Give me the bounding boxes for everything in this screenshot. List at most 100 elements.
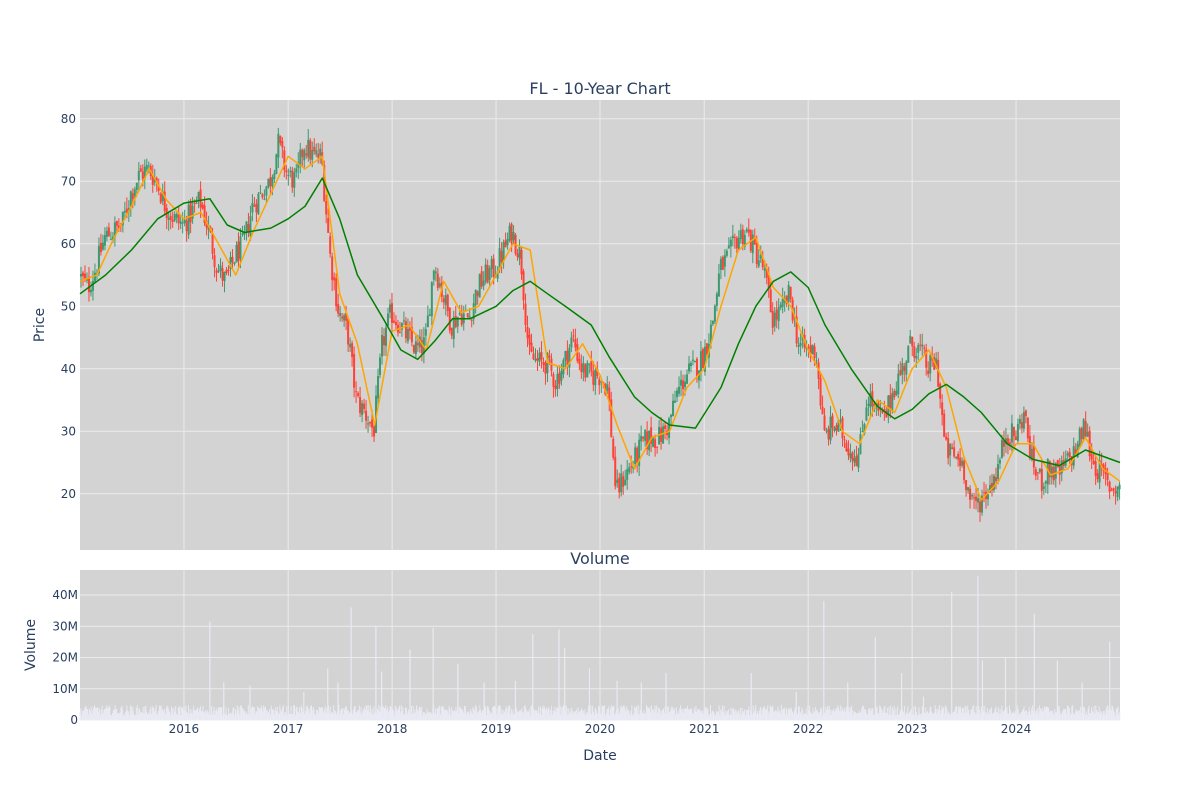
candle-body (1098, 460, 1101, 483)
candle-body (349, 343, 352, 348)
candle-body (891, 392, 894, 411)
candle-body (719, 259, 722, 270)
candle-body (79, 273, 82, 277)
candle-body (903, 366, 906, 371)
candle-body (113, 222, 116, 237)
candle-body (887, 395, 890, 416)
candle-body (767, 274, 770, 290)
candle-body (656, 446, 659, 448)
candle-body (327, 218, 330, 233)
candle-body (881, 410, 884, 413)
candle-body (540, 352, 543, 360)
candle-body (384, 327, 387, 346)
candle-body (1032, 445, 1035, 468)
candle-body (947, 438, 950, 459)
candle-body (1018, 419, 1021, 424)
candle-body (339, 313, 342, 316)
candle-body (117, 225, 120, 229)
candle-body (373, 426, 376, 437)
candle-body (739, 230, 742, 240)
candle-body (827, 428, 830, 440)
candle-body (1050, 466, 1053, 478)
candle-body (183, 219, 186, 224)
candle-body (400, 323, 403, 330)
candle-body (1102, 464, 1105, 471)
candle-body (580, 363, 583, 373)
candle-body (87, 276, 90, 293)
candle-body (913, 346, 916, 358)
candle-body (544, 362, 547, 374)
candle-body (965, 480, 968, 491)
price-y-tick-label: 60 (61, 237, 76, 251)
candle-body (596, 368, 599, 377)
candle-body (299, 149, 302, 166)
candle-body (743, 234, 746, 247)
candle-body (554, 385, 557, 389)
candle-body (169, 215, 172, 220)
candle-body (797, 344, 800, 347)
candle-body (753, 237, 756, 245)
candle-body (1090, 454, 1093, 460)
candle-body (1026, 417, 1029, 439)
candle-body (815, 360, 818, 362)
candle-body (534, 358, 537, 361)
candle-body (863, 424, 866, 434)
candle-body (957, 454, 960, 460)
candle-body (1012, 426, 1015, 437)
candle-body (622, 476, 625, 487)
candle-body (251, 203, 254, 213)
candle-body (799, 342, 802, 347)
candle-body (781, 298, 784, 307)
candle-body (996, 464, 999, 479)
candle-body (680, 379, 683, 386)
candle-body (713, 305, 716, 322)
candle-body (398, 332, 401, 334)
candle-body (446, 294, 449, 311)
candle-body (787, 285, 790, 302)
candle-body (967, 487, 970, 491)
candle-body (588, 363, 591, 365)
candle-body (500, 250, 503, 263)
candle-body (478, 274, 481, 298)
candle-body (412, 345, 415, 353)
candle-body (624, 479, 627, 486)
candle-body (823, 415, 826, 431)
candle-body (648, 430, 651, 451)
candle-body (245, 221, 248, 234)
candle-body (199, 189, 202, 208)
candle-body (987, 494, 990, 500)
candle-body (1000, 439, 1003, 458)
candle-body (530, 342, 533, 352)
candle-body (235, 244, 238, 263)
candle-body (959, 457, 962, 466)
candle-body (833, 427, 836, 432)
candle-body (572, 335, 575, 337)
candle-body (263, 198, 266, 200)
volume-y-axis-label: Volume (23, 619, 39, 671)
candle-body (424, 329, 427, 336)
candle-body (416, 343, 419, 346)
candle-body (191, 205, 194, 219)
candle-body (1004, 438, 1007, 444)
candle-body (721, 256, 724, 270)
candle-body (851, 452, 854, 461)
candle-body (343, 315, 346, 321)
candle-body (482, 280, 485, 286)
candle-body (640, 435, 643, 442)
candle-body (1106, 472, 1109, 480)
candle-body (333, 277, 336, 281)
candle-body (652, 436, 655, 447)
candle-body (769, 289, 772, 313)
candle-body (239, 236, 242, 259)
candle-body (121, 211, 124, 226)
candle-body (448, 307, 451, 331)
candle-body (361, 403, 364, 416)
candle-body (147, 165, 150, 167)
price-y-ticks: 20 30 40 50 60 70 80 (61, 112, 76, 501)
candle-body (570, 337, 573, 348)
candle-body (408, 327, 411, 331)
candle-body (1048, 460, 1051, 478)
candle-body (582, 362, 585, 373)
candle-body (689, 362, 692, 367)
